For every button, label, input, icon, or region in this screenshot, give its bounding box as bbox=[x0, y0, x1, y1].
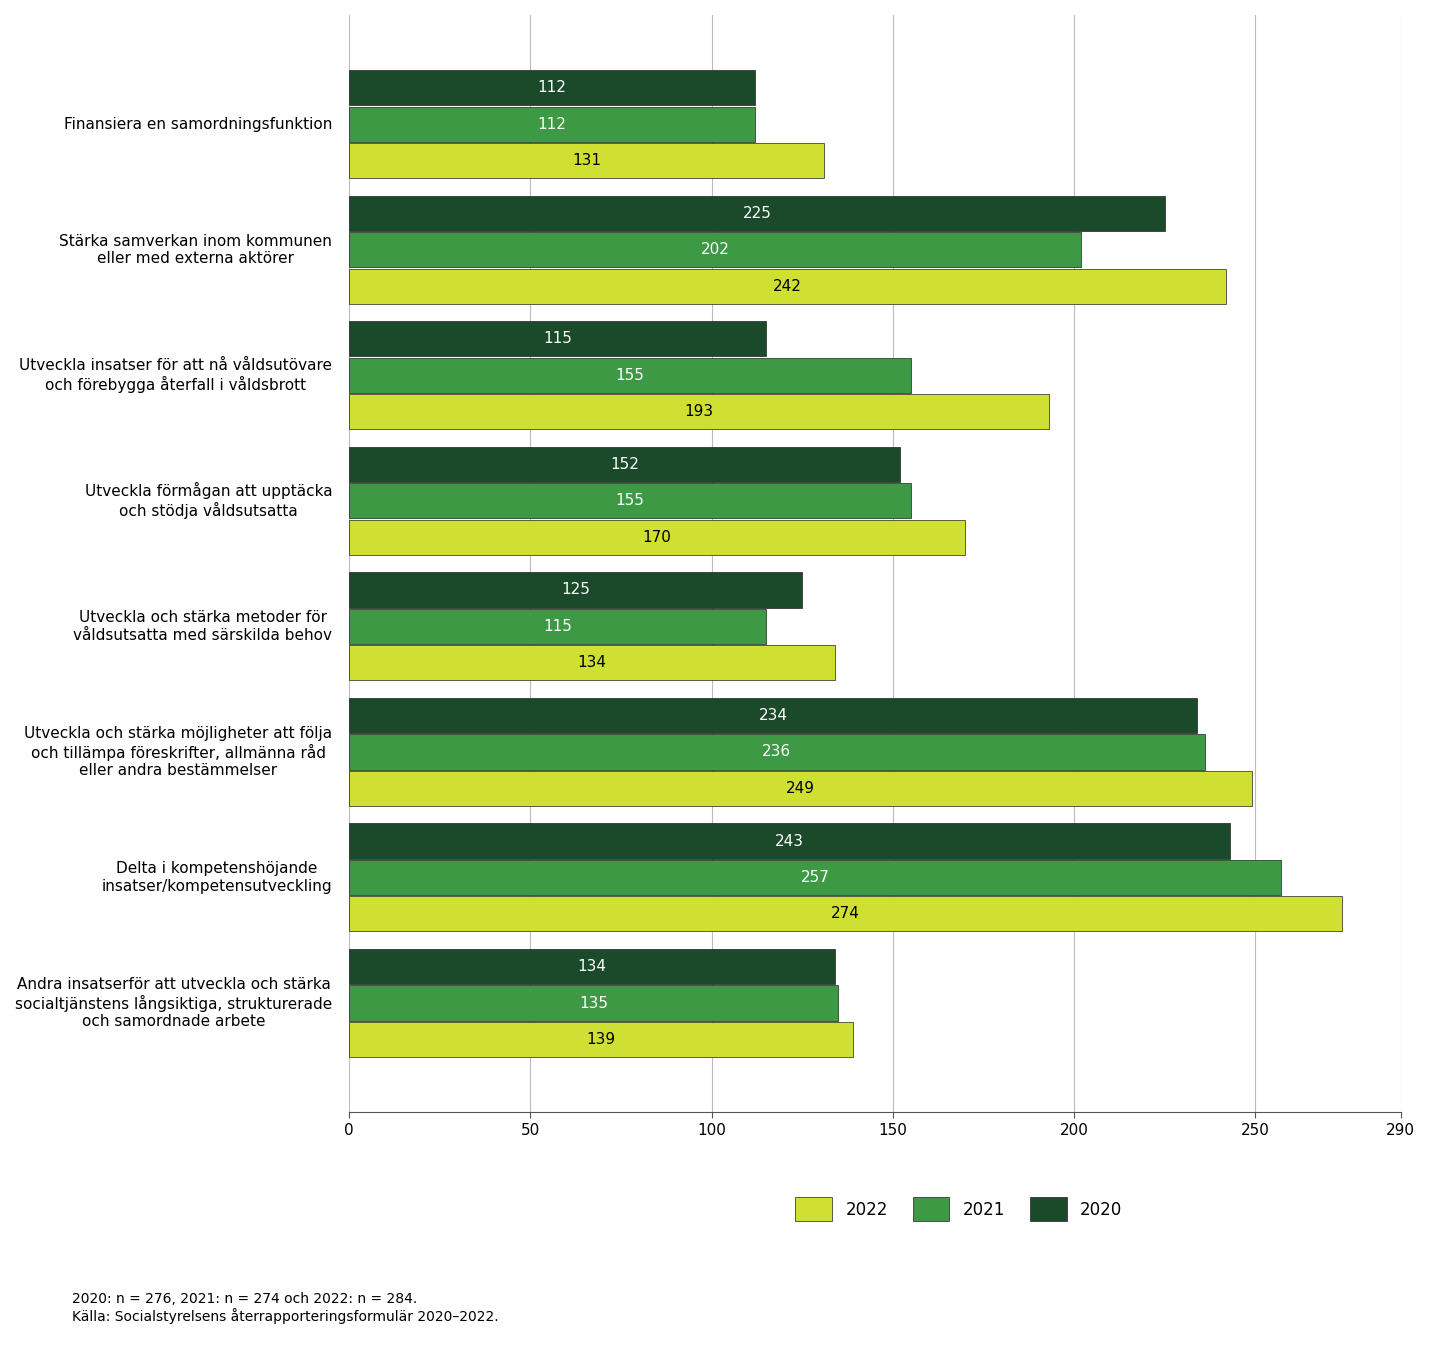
Bar bbox=[349, 520, 965, 555]
Text: 274: 274 bbox=[831, 906, 859, 921]
Legend: 2022, 2021, 2020: 2022, 2021, 2020 bbox=[795, 1197, 1123, 1221]
Text: 234: 234 bbox=[759, 708, 788, 723]
Bar bbox=[349, 986, 838, 1021]
Text: 249: 249 bbox=[787, 781, 815, 796]
Text: 225: 225 bbox=[742, 206, 771, 221]
Bar bbox=[349, 70, 755, 106]
Text: 242: 242 bbox=[774, 279, 802, 294]
Bar bbox=[349, 232, 1081, 267]
Text: 243: 243 bbox=[775, 834, 804, 849]
Text: 112: 112 bbox=[538, 80, 566, 95]
Text: 257: 257 bbox=[801, 871, 829, 886]
Bar bbox=[349, 447, 899, 482]
Bar bbox=[349, 609, 766, 645]
Bar bbox=[349, 697, 1197, 733]
Bar bbox=[349, 483, 911, 519]
Text: 155: 155 bbox=[615, 493, 645, 508]
Text: 2020: n = 276, 2021: n = 274 och 2022: n = 284.
Källa: Socialstyrelsens återrapp: 2020: n = 276, 2021: n = 274 och 2022: n… bbox=[72, 1292, 498, 1324]
Text: 135: 135 bbox=[579, 995, 608, 1010]
Bar bbox=[349, 896, 1343, 932]
Bar bbox=[349, 196, 1165, 232]
Bar bbox=[349, 573, 802, 608]
Bar bbox=[349, 321, 766, 356]
Bar bbox=[349, 646, 835, 680]
Text: 236: 236 bbox=[762, 745, 791, 760]
Bar bbox=[349, 949, 835, 984]
Bar bbox=[349, 394, 1048, 429]
Text: 115: 115 bbox=[543, 332, 572, 347]
Text: 134: 134 bbox=[578, 959, 606, 974]
Bar bbox=[349, 144, 824, 179]
Bar bbox=[349, 357, 911, 393]
Bar bbox=[349, 823, 1230, 858]
Text: 152: 152 bbox=[611, 456, 639, 473]
Text: 134: 134 bbox=[578, 655, 606, 670]
Bar bbox=[349, 734, 1204, 769]
Text: 193: 193 bbox=[685, 405, 714, 420]
Bar bbox=[349, 1022, 852, 1057]
Text: 139: 139 bbox=[586, 1032, 615, 1047]
Text: 125: 125 bbox=[561, 582, 591, 597]
Text: 112: 112 bbox=[538, 116, 566, 131]
Text: 170: 170 bbox=[642, 529, 672, 544]
Bar bbox=[349, 770, 1251, 806]
Text: 202: 202 bbox=[701, 242, 729, 257]
Text: 115: 115 bbox=[543, 619, 572, 634]
Bar bbox=[349, 107, 755, 142]
Text: 131: 131 bbox=[572, 153, 601, 168]
Text: 155: 155 bbox=[615, 368, 645, 383]
Bar bbox=[349, 268, 1227, 303]
Bar bbox=[349, 860, 1281, 895]
